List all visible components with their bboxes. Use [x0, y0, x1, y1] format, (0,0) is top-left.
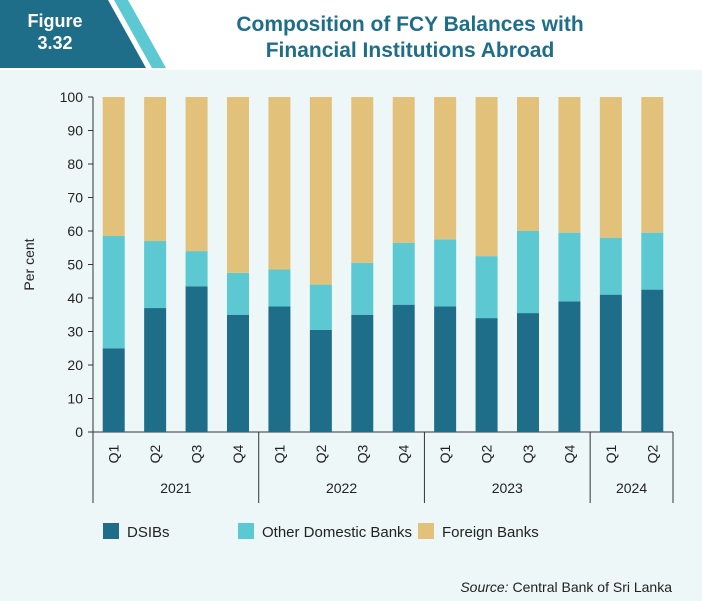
- x-tick-label: Q3: [189, 444, 205, 463]
- bar-segment: [351, 262, 374, 315]
- bar-segment: [227, 97, 249, 273]
- bar-segment: [268, 306, 291, 432]
- bar-segment: [517, 313, 539, 432]
- x-tick-label: Q1: [603, 444, 619, 463]
- x-tick-label: Q1: [271, 444, 287, 463]
- bar-segment: [185, 286, 208, 432]
- legend-label: Other Domestic Banks: [262, 524, 412, 541]
- bar-segment: [185, 251, 208, 287]
- y-tick-label: 20: [67, 357, 83, 373]
- bar-segment: [351, 97, 374, 263]
- y-tick-label: 30: [67, 324, 83, 340]
- bar-segment: [268, 269, 291, 307]
- x-group-label: 2022: [326, 480, 357, 496]
- x-tick-label: Q4: [396, 444, 412, 463]
- bar-segment: [144, 308, 167, 432]
- y-tick-label: 40: [67, 290, 83, 306]
- bar-segment: [641, 232, 664, 290]
- bar-segment: [517, 231, 539, 314]
- bar-segment: [144, 97, 167, 242]
- source-label: Source:: [460, 579, 509, 595]
- x-tick-label: Q3: [354, 444, 370, 463]
- bar-segment: [599, 294, 622, 432]
- y-tick-label: 0: [75, 424, 83, 440]
- x-tick-label: Q1: [106, 444, 122, 463]
- bar-segment: [599, 97, 622, 238]
- bar-segment: [517, 97, 539, 231]
- bar-segment: [309, 97, 332, 285]
- x-tick-label: Q4: [230, 444, 246, 463]
- bar-segment: [434, 306, 457, 432]
- legend-swatch: [418, 523, 434, 539]
- bar-segment: [475, 256, 498, 319]
- y-tick-label: 90: [67, 123, 83, 139]
- figure-badge: Figure 3.32: [0, 0, 166, 68]
- chart-title: Composition of FCY Balances with Financi…: [150, 12, 670, 64]
- bar-segment: [144, 241, 167, 309]
- x-tick-label: Q2: [147, 444, 163, 463]
- figure-badge-dark: [0, 0, 146, 68]
- x-group-label: 2021: [160, 480, 191, 496]
- header: Figure 3.32 Composition of FCY Balances …: [0, 0, 702, 70]
- source-note: Source: Central Bank of Sri Lanka: [460, 579, 672, 595]
- x-group-label: 2024: [616, 480, 647, 496]
- bar-segment: [392, 97, 415, 243]
- figure-word: Figure: [27, 11, 83, 31]
- bar-segment: [434, 239, 457, 307]
- bar-segment: [475, 318, 498, 432]
- legend-swatch: [103, 523, 119, 539]
- bar-segment: [558, 301, 581, 432]
- bar-segment: [641, 289, 664, 432]
- bar-segment: [392, 304, 415, 432]
- bar-segment: [309, 329, 332, 432]
- y-tick-label: 50: [67, 257, 83, 273]
- figure-number: Figure 3.32: [0, 10, 110, 54]
- bar-segment: [641, 97, 664, 233]
- source-text: Central Bank of Sri Lanka: [512, 579, 672, 595]
- bar-segment: [102, 236, 125, 349]
- x-group-label: 2023: [492, 480, 523, 496]
- x-tick-label: Q2: [479, 444, 495, 463]
- bar-segment: [599, 237, 622, 295]
- bar-segment: [227, 272, 249, 315]
- bar-segment: [102, 348, 125, 432]
- figure-id: 3.32: [37, 33, 73, 53]
- bar-segment: [558, 97, 581, 233]
- bar-segment: [102, 97, 125, 237]
- bar-segment: [434, 97, 457, 240]
- legend-label: Foreign Banks: [442, 524, 539, 541]
- bar-segment: [227, 314, 249, 432]
- x-tick-label: Q2: [644, 444, 660, 463]
- bar-segment: [475, 97, 498, 257]
- bar-segment: [185, 97, 208, 252]
- bar-segment: [392, 242, 415, 305]
- bar-segment: [558, 232, 581, 302]
- y-tick-label: 70: [67, 190, 83, 206]
- y-tick-label: 80: [67, 156, 83, 172]
- x-tick-label: Q1: [437, 444, 453, 463]
- bar-segment: [268, 97, 291, 270]
- stacked-bar-chart: 0 10 20 30 40 50 60 70 80 90 100 Per cent 2021 2022 20…: [21, 89, 674, 541]
- y-tick-label: 60: [67, 223, 83, 239]
- chart-panel: 0 10 20 30 40 50 60 70 80 90 100 Per cent 2021 2022 20…: [0, 70, 702, 601]
- bar-segment: [309, 284, 332, 330]
- bar-segment: [351, 314, 374, 432]
- y-tick-label: 100: [60, 89, 84, 105]
- y-tick-label: 10: [67, 391, 83, 407]
- figure-badge-shape: [0, 0, 166, 68]
- x-tick-label: Q4: [561, 444, 577, 463]
- x-tick-label: Q3: [520, 444, 536, 463]
- x-tick-label: Q2: [313, 444, 329, 463]
- legend-swatch: [238, 523, 254, 539]
- figure-badge-stripe: [114, 0, 166, 68]
- legend-label: DSIBs: [127, 524, 170, 541]
- chart-title-line1: Composition of FCY Balances with: [236, 13, 584, 36]
- y-axis-label: Per cent: [21, 238, 37, 290]
- chart-title-line2: Financial Institutions Abroad: [265, 39, 555, 62]
